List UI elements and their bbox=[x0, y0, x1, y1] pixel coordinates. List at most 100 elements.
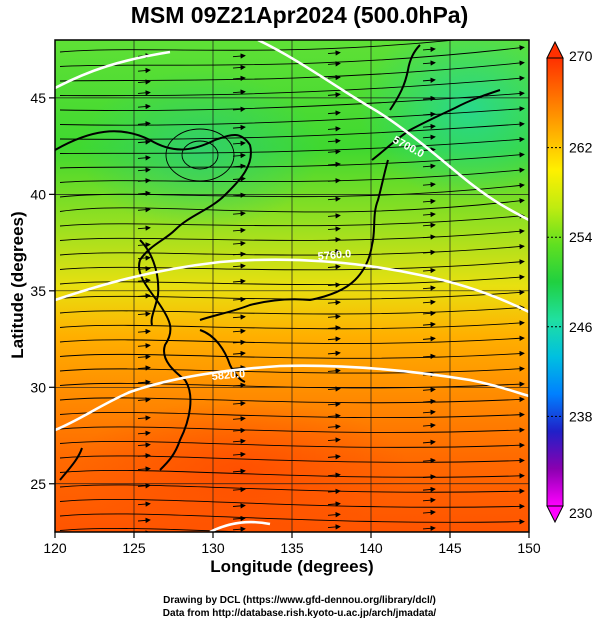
stream-arrow bbox=[422, 509, 436, 516]
x-tick-label: 120 bbox=[43, 540, 67, 556]
stream-arrow bbox=[422, 398, 436, 405]
streamline bbox=[59, 320, 525, 330]
stream-arrow bbox=[137, 121, 151, 127]
stream-arrow bbox=[232, 314, 246, 320]
stream-arrow bbox=[327, 386, 341, 392]
stream-arrow bbox=[327, 161, 341, 168]
stream-arrow bbox=[137, 328, 151, 335]
stream-arrow bbox=[137, 354, 151, 360]
stream-arrow bbox=[327, 314, 341, 320]
stream-arrow bbox=[327, 437, 341, 443]
stream-arrow bbox=[422, 525, 436, 531]
contour-label-5760: 5760.0 bbox=[317, 248, 352, 263]
stream-arrow bbox=[137, 453, 151, 459]
colorbar-tick-label: 254 bbox=[569, 229, 593, 245]
stream-arrow bbox=[232, 89, 246, 95]
streamline bbox=[59, 411, 525, 419]
cyclone-swirl bbox=[165, 128, 235, 182]
y-tick-label: 45 bbox=[30, 90, 46, 106]
stream-arrow bbox=[422, 134, 436, 140]
stream-arrow bbox=[232, 515, 246, 522]
stream-arrow bbox=[327, 501, 341, 507]
stream-arrow bbox=[327, 74, 341, 81]
stream-arrow bbox=[422, 267, 436, 274]
stream-arrow bbox=[327, 126, 341, 132]
stream-arrow bbox=[422, 77, 436, 83]
stream-arrow bbox=[422, 211, 436, 218]
streamline bbox=[59, 527, 252, 532]
streamline bbox=[59, 396, 525, 404]
coastlines bbox=[55, 44, 501, 481]
stream-arrow bbox=[422, 60, 436, 66]
colorbar-max-arrow bbox=[546, 40, 564, 59]
stream-arrow bbox=[137, 311, 151, 317]
stream-arrow bbox=[327, 350, 341, 356]
stream-arrow bbox=[422, 181, 436, 188]
stream-arrow bbox=[422, 95, 436, 102]
stream-arrow bbox=[137, 343, 151, 349]
stream-arrow bbox=[232, 339, 246, 346]
stream-arrow bbox=[422, 163, 436, 169]
stream-arrow bbox=[137, 430, 151, 436]
streamline bbox=[59, 40, 460, 53]
y-tick-label: 35 bbox=[30, 283, 46, 299]
contour-label-5820: 5820.0 bbox=[211, 368, 246, 383]
stream-arrow bbox=[137, 442, 151, 448]
credit-data: Data from http://database.rish.kyoto-u.a… bbox=[162, 608, 437, 619]
stream-arrow bbox=[137, 67, 151, 74]
stream-arrow bbox=[232, 152, 246, 159]
stream-arrow bbox=[232, 251, 246, 257]
stream-arrow bbox=[327, 237, 341, 243]
stream-arrow bbox=[422, 249, 436, 256]
stream-arrow bbox=[327, 149, 341, 155]
stream-arrow bbox=[327, 336, 341, 342]
colorbar-tick-label: 230 bbox=[569, 505, 593, 521]
stream-arrow bbox=[422, 439, 436, 445]
stream-arrow bbox=[327, 61, 341, 67]
stream-arrow bbox=[327, 524, 341, 530]
streamline bbox=[59, 106, 525, 126]
colorbar-tick-label: 270 bbox=[569, 48, 593, 64]
stream-arrow bbox=[232, 192, 246, 198]
stream-arrow bbox=[232, 210, 246, 217]
x-tick-label: 150 bbox=[517, 540, 541, 556]
stream-arrow bbox=[327, 110, 341, 116]
stream-arrow bbox=[137, 225, 151, 231]
temperature-field: 5700.0 5760.0 5820.0 bbox=[55, 40, 529, 532]
colorbar-tick-label: 246 bbox=[569, 319, 593, 335]
stream-arrow bbox=[232, 438, 246, 444]
stream-arrow bbox=[137, 365, 151, 371]
streamline bbox=[59, 440, 525, 448]
stream-arrow bbox=[327, 424, 341, 430]
colorbar-min-arrow bbox=[546, 505, 564, 524]
stream-arrow bbox=[232, 140, 246, 147]
stream-arrow bbox=[232, 53, 246, 59]
stream-arrow bbox=[232, 64, 246, 71]
height-contours bbox=[55, 40, 529, 532]
y-tick-label: 25 bbox=[30, 476, 46, 492]
stream-arrow bbox=[232, 75, 246, 82]
streamline bbox=[59, 228, 525, 241]
stream-arrow bbox=[232, 278, 246, 285]
stream-arrow bbox=[232, 163, 246, 169]
credit-drawing: Drawing by DCL (https://www.gfd-dennou.o… bbox=[163, 595, 436, 606]
stream-arrow bbox=[232, 427, 246, 434]
stream-arrow bbox=[327, 299, 341, 306]
stream-arrow bbox=[137, 155, 151, 161]
stream-arrow bbox=[232, 365, 246, 371]
stream-arrow bbox=[422, 387, 436, 393]
stream-arrow bbox=[145, 530, 151, 532]
streamline bbox=[59, 259, 525, 271]
stream-arrow bbox=[232, 350, 246, 357]
stream-arrow bbox=[232, 451, 246, 458]
stream-arrow bbox=[422, 285, 436, 291]
stream-arrow bbox=[327, 325, 341, 331]
axis-ticks: 120 125 130 135 140 145 150 45 40 35 30 25 bbox=[30, 90, 540, 556]
streamline bbox=[59, 198, 525, 213]
stream-arrow bbox=[232, 486, 246, 493]
stream-arrow bbox=[232, 296, 246, 303]
stream-arrow bbox=[327, 226, 341, 232]
stream-arrow bbox=[232, 468, 246, 474]
x-tick-label: 130 bbox=[201, 540, 225, 556]
stream-arrow bbox=[327, 282, 341, 288]
